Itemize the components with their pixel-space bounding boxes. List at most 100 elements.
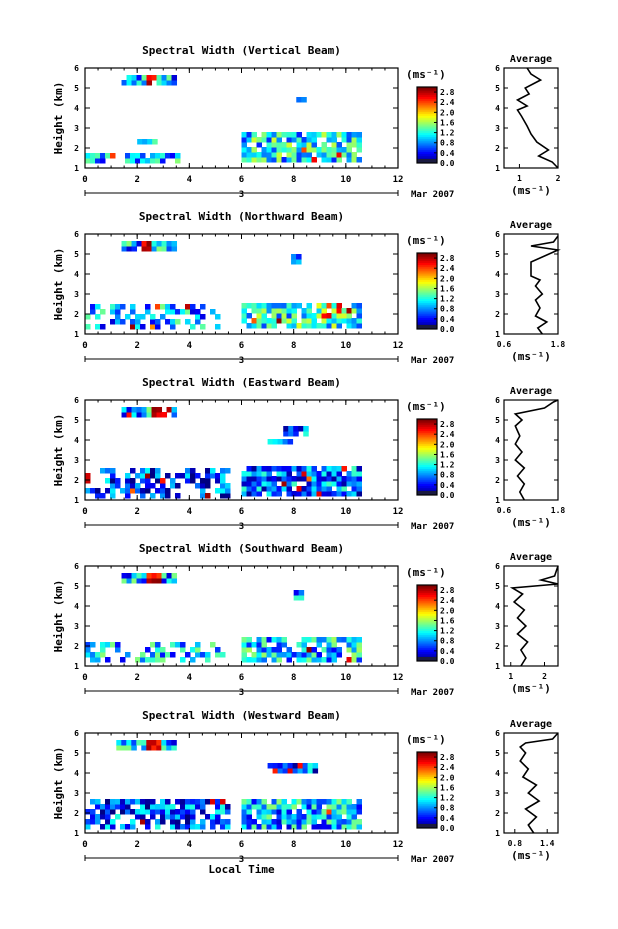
heatmap-cell [286, 824, 292, 830]
colorbar-segment [417, 107, 437, 111]
heatmap-cell [160, 652, 166, 658]
colorbar-segment [417, 485, 437, 488]
heatmap-cell [120, 657, 126, 663]
colorbar-label: 2.0 [440, 274, 455, 283]
heatmap-cell [85, 647, 91, 653]
heatmap-cell [356, 142, 362, 148]
colorbar-segment [417, 613, 437, 616]
heatmap-cell [140, 158, 146, 164]
heatmap-cell [126, 745, 132, 751]
heatmap-cell [256, 157, 262, 163]
heatmap-cell [147, 139, 153, 145]
colorbar-segment [417, 441, 437, 445]
average-profile-line [513, 399, 559, 501]
heatmap-cell [286, 476, 292, 482]
heatmap-cell [200, 304, 206, 310]
heatmap-cell [175, 153, 181, 159]
colorbar-segment [417, 596, 437, 599]
heatmap-cell [256, 642, 262, 648]
heatmap-cell [146, 573, 153, 579]
heatmap-cell [281, 147, 287, 153]
heatmap-cell [125, 824, 131, 830]
heatmap-cell [95, 493, 101, 499]
heatmap-cell [351, 152, 357, 158]
heatmap-cell [276, 157, 282, 163]
colorbar-segment [417, 790, 437, 793]
heatmap-cell [105, 804, 111, 810]
heatmap-cell [303, 431, 309, 437]
heatmap-cell [288, 431, 294, 437]
heatmap-cell [166, 80, 173, 86]
heatmap-cell [281, 799, 287, 805]
heatmap-cell [105, 657, 111, 663]
heatmap-cell [341, 819, 347, 825]
heatmap-cell [351, 657, 357, 663]
heatmap-cell [121, 412, 128, 418]
heatmap-cell [336, 804, 342, 810]
colorbar-segment [417, 283, 437, 286]
colorbar-segment [417, 586, 437, 590]
colorbar-segment [417, 106, 437, 109]
heatmap-cell [166, 407, 173, 413]
heatmap-cell [170, 304, 176, 310]
heatmap-cell [321, 308, 327, 314]
heatmap-cell [110, 488, 116, 494]
heatmap-cell [251, 642, 257, 648]
average-y-tick-label: 1 [495, 662, 500, 671]
average-x-tick-label: 2 [556, 174, 561, 183]
heatmap-cell [296, 809, 302, 815]
heatmap-cell [146, 745, 152, 751]
heatmap-cell [266, 804, 272, 810]
colorbar-segment [417, 784, 437, 787]
heatmap-cell [190, 473, 196, 479]
heatmap-cell [205, 814, 211, 820]
heatmap-cell [220, 488, 226, 494]
colorbar-segment [417, 100, 437, 103]
heatmap-cell [306, 657, 312, 663]
colorbar-segment [417, 268, 437, 271]
heatmap-cell [291, 152, 297, 158]
heatmap-cell [356, 824, 362, 830]
heatmap-cell [331, 147, 337, 153]
colorbar-segment [417, 159, 437, 163]
colorbar-segment [417, 643, 437, 647]
heatmap-cell [190, 824, 196, 830]
data-region-4 [241, 637, 362, 663]
heatmap-cell [296, 652, 302, 658]
colorbar-segment [417, 647, 437, 651]
x-tick-label: 4 [187, 507, 193, 517]
heatmap-cell [356, 303, 362, 309]
heatmap-cell [321, 147, 327, 153]
colorbar-segment [417, 117, 437, 120]
heatmap-cell [311, 657, 317, 663]
heatmap-cell [282, 439, 289, 445]
colorbar-unit: (ms⁻¹) [406, 400, 446, 413]
heatmap-cell [205, 493, 211, 499]
heatmap-cells [85, 573, 362, 663]
heatmap-cell [261, 819, 267, 825]
heatmap-cell [190, 468, 196, 474]
colorbar-segment [417, 489, 437, 492]
heatmap-cell [316, 152, 322, 158]
heatmap-cell [141, 241, 148, 247]
heatmap-cell [276, 303, 282, 309]
colorbar-segment [417, 113, 437, 116]
heatmap-cell [246, 313, 252, 319]
heatmap-cell [316, 486, 322, 492]
heatmap-cell [331, 466, 337, 472]
heatmap-cell [175, 483, 181, 489]
heatmap-cell [155, 804, 161, 810]
heatmap-cell [326, 303, 332, 309]
colorbar-label: 2.8 [440, 586, 455, 595]
colorbar-label: 0.0 [440, 657, 455, 666]
average-x-label: (ms⁻¹) [511, 516, 551, 529]
y-tick-label: 4 [74, 436, 79, 445]
average-y-tick-label: 1 [495, 829, 500, 838]
heatmap-cell [346, 308, 352, 314]
heatmap-cell [180, 804, 186, 810]
heatmap-cell [90, 814, 96, 820]
heatmap-cell [110, 804, 116, 810]
heatmap-cell [336, 308, 342, 314]
y-tick-label: 3 [74, 456, 79, 465]
heatmap-cell [246, 799, 252, 805]
